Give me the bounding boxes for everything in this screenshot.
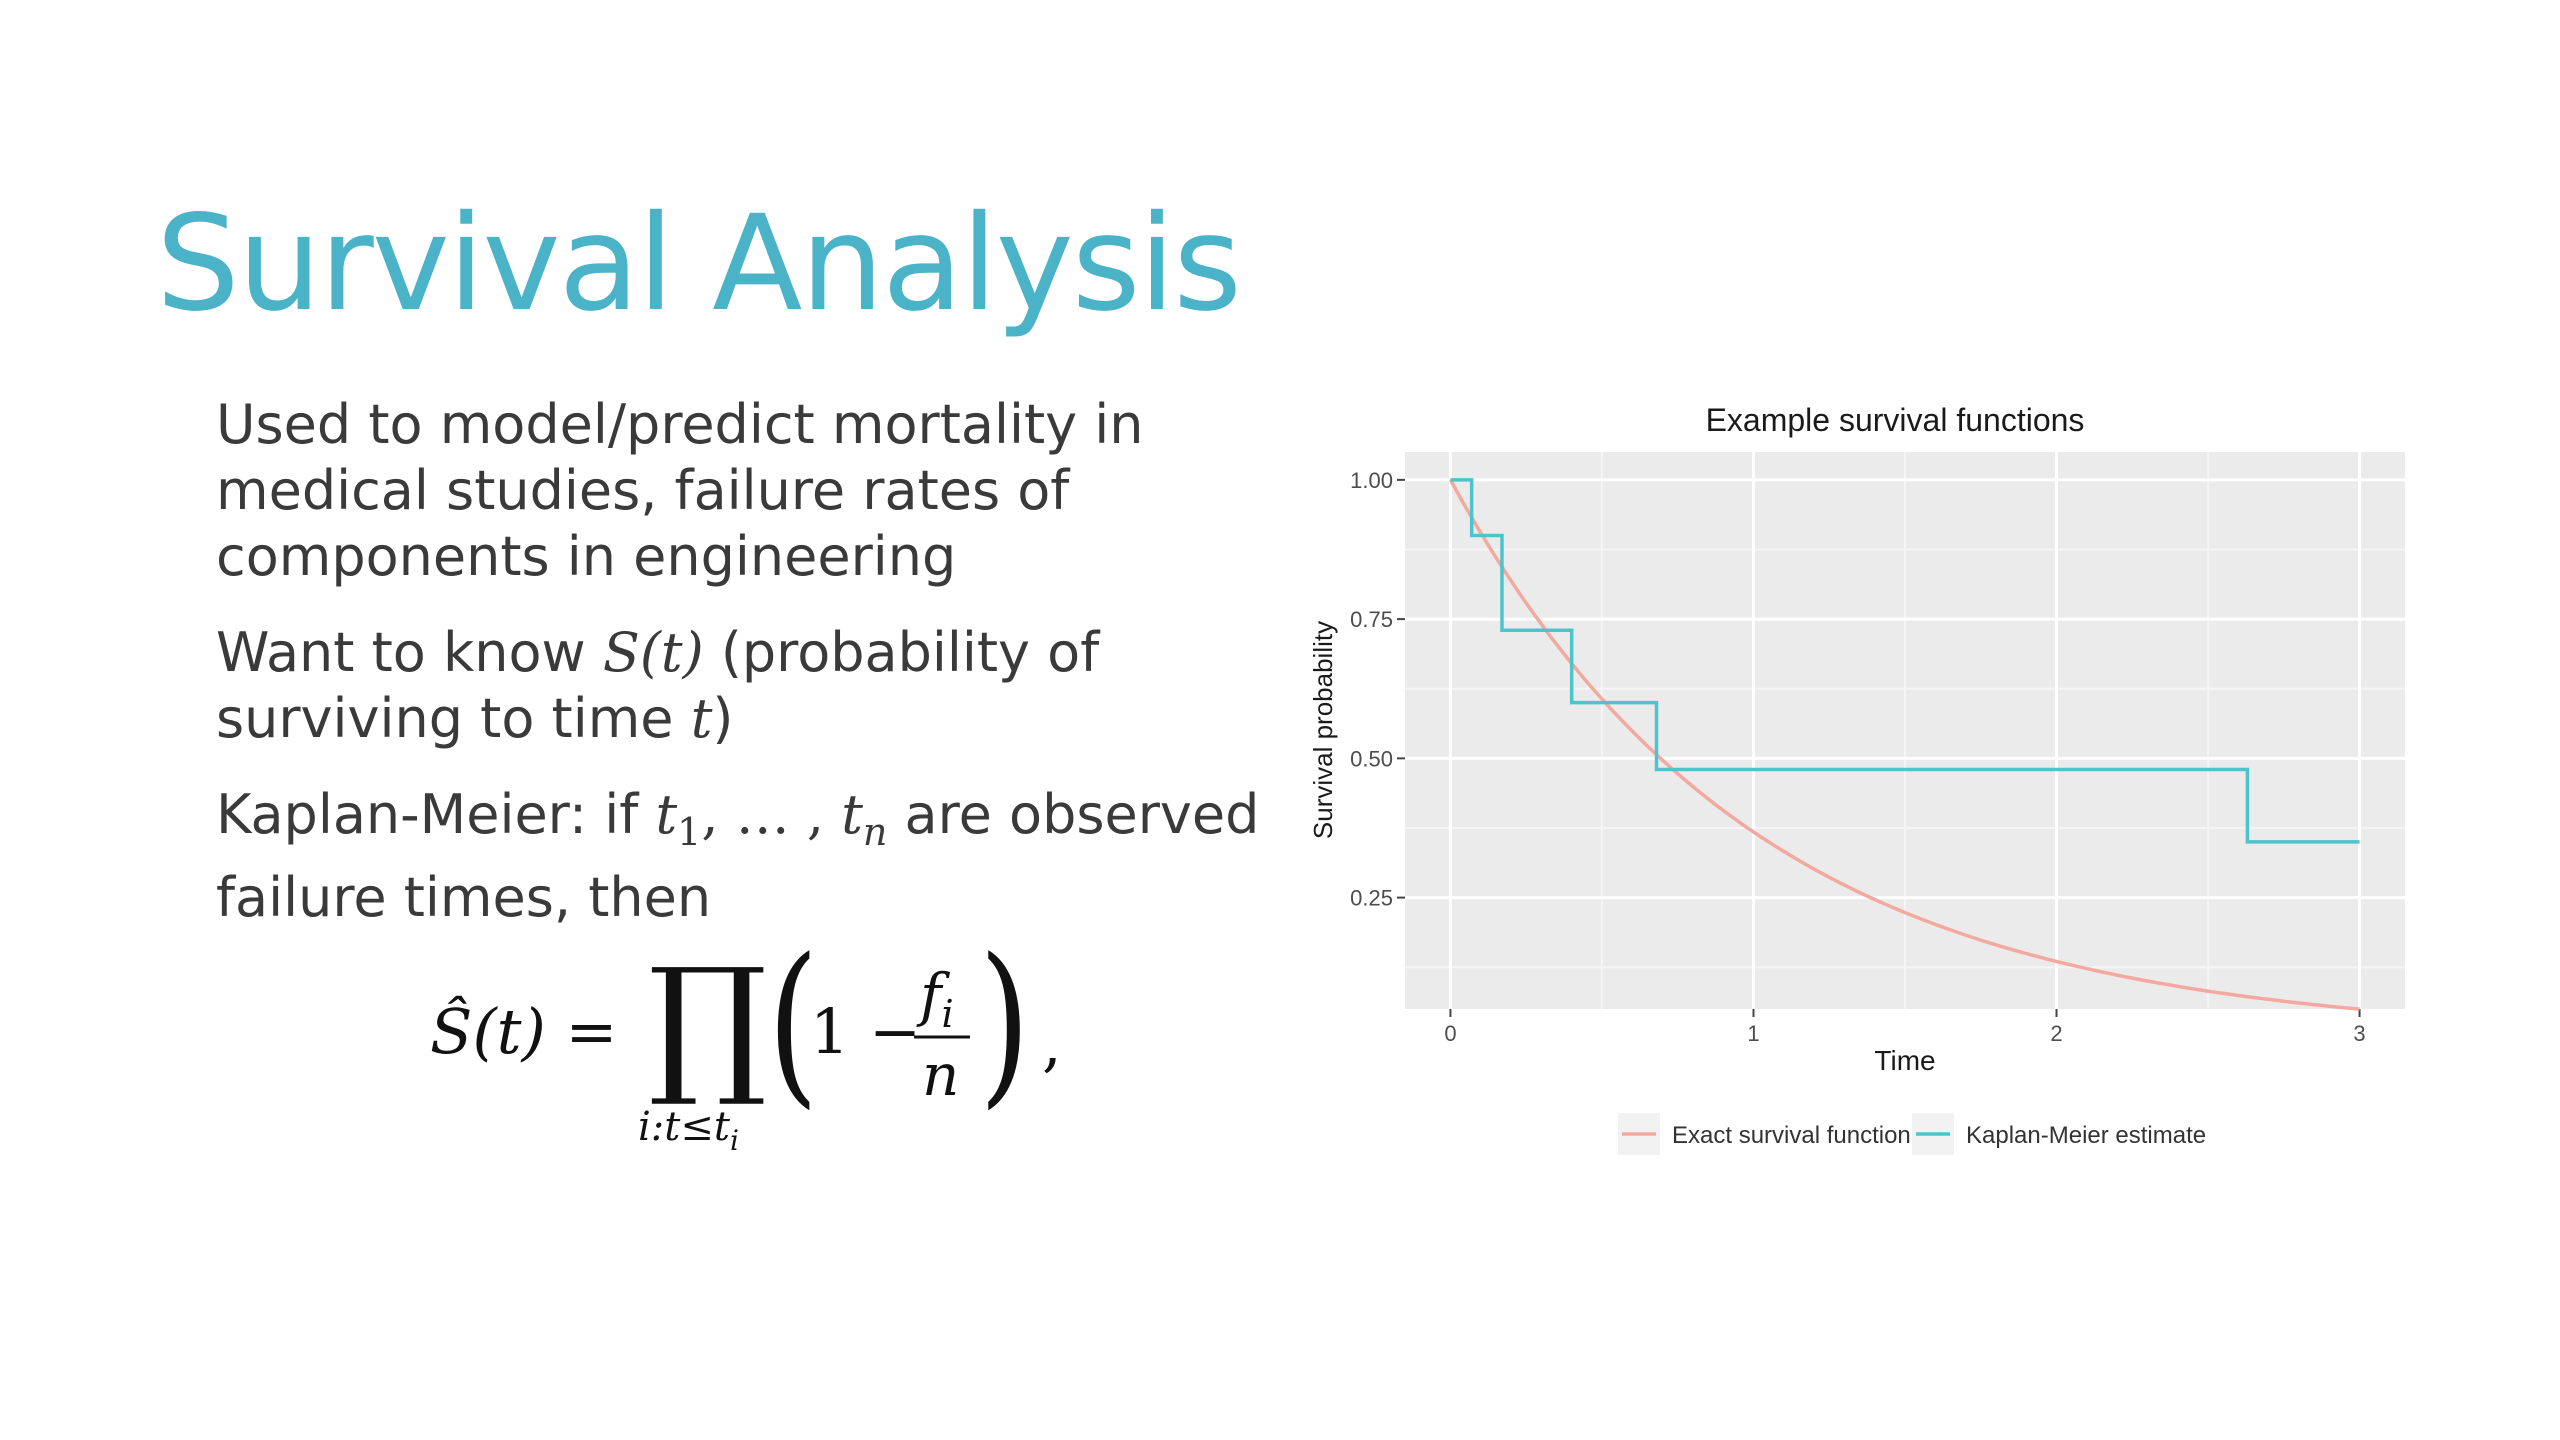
product-index: i:t≤ti xyxy=(638,1104,739,1155)
product-index-text: i:t≤t xyxy=(638,1104,731,1150)
math-expression: , … , xyxy=(701,783,842,846)
math-expression: t xyxy=(655,783,678,846)
y-axis-label: Survival probability xyxy=(1308,621,1338,839)
series-group xyxy=(1448,478,2360,1011)
chart-title: Example survival functions xyxy=(1706,402,2085,438)
x-tick-label: 1 xyxy=(1747,1021,1759,1046)
slide-title: Survival Analysis xyxy=(156,187,1242,341)
survival-chart: Example survival functions 0 1 2 3 0.25 0.50 0… xyxy=(1290,380,2430,1180)
legend-label: Kaplan-Meier estimate xyxy=(1966,1122,2206,1149)
axes: 0 1 2 3 0.25 0.50 0.75 1.00 xyxy=(1350,468,2365,1046)
formula-comma: , xyxy=(1042,1007,1062,1080)
bullet-text: Kaplan-Meier: if xyxy=(216,783,656,846)
product-symbol: ∏ xyxy=(648,937,767,1111)
exact-survival-line xyxy=(1448,479,2360,1011)
bullet-item: Want to know S(t) (probability of surviv… xyxy=(216,620,1276,752)
bullet-text: (probability of surviving to time xyxy=(216,621,1100,750)
bullet-text: ) xyxy=(712,687,734,750)
bullet-item: Used to model/predict mortality in medic… xyxy=(216,393,1144,588)
legend-label: Exact survival function xyxy=(1672,1122,1911,1149)
y-tick-label: 0.25 xyxy=(1350,886,1393,911)
bullet-text: are observed failure times, then xyxy=(216,783,1260,929)
math-expression: S(t) xyxy=(602,621,704,684)
formula-svg: Ŝ(t) = ∏ i:t≤ti ( 1 − fi n ) , xyxy=(430,921,1062,1157)
fraction-denominator: n xyxy=(922,1041,959,1109)
legend: Exact survival function Kaplan-Meier esti… xyxy=(1618,1113,2206,1155)
grid-lines xyxy=(1405,452,2405,1009)
x-axis-label: Time xyxy=(1874,1045,1935,1076)
math-subscript: 1 xyxy=(677,809,702,854)
bullet-text: Want to know xyxy=(216,621,603,684)
math-subscript: n xyxy=(862,809,888,854)
y-tick-label: 0.50 xyxy=(1350,746,1393,771)
math-expression: t xyxy=(841,783,863,846)
x-tick-label: 2 xyxy=(2050,1021,2062,1046)
fraction-numerator: fi xyxy=(916,961,954,1036)
kaplan-meier-step-line xyxy=(1450,478,2360,844)
right-paren: ) xyxy=(979,935,1030,1125)
bullet-item: Kaplan-Meier: if t1, … , tn are observed… xyxy=(216,782,1276,931)
formula-lhs: Ŝ(t) = xyxy=(430,995,617,1068)
one-minus: 1 − xyxy=(810,995,921,1068)
left-paren: ( xyxy=(768,935,819,1125)
x-tick-label: 0 xyxy=(1444,1021,1456,1046)
chart-svg: Example survival functions 0 1 2 30.250.500… xyxy=(1308,402,2405,1155)
product-index-sub: i xyxy=(730,1124,739,1155)
bullet-list: Used to model/predict mortality in medic… xyxy=(216,392,1276,961)
y-tick-label: 0.75 xyxy=(1350,607,1393,632)
math-expression: t xyxy=(690,687,713,750)
x-tick-label: 3 xyxy=(2353,1021,2365,1046)
kaplan-meier-formula: Ŝ(t) = ∏ i:t≤ti ( 1 − fi n ) , xyxy=(430,921,1190,1157)
numerator-sub: i xyxy=(941,992,953,1036)
y-tick-label: 1.00 xyxy=(1350,468,1393,493)
